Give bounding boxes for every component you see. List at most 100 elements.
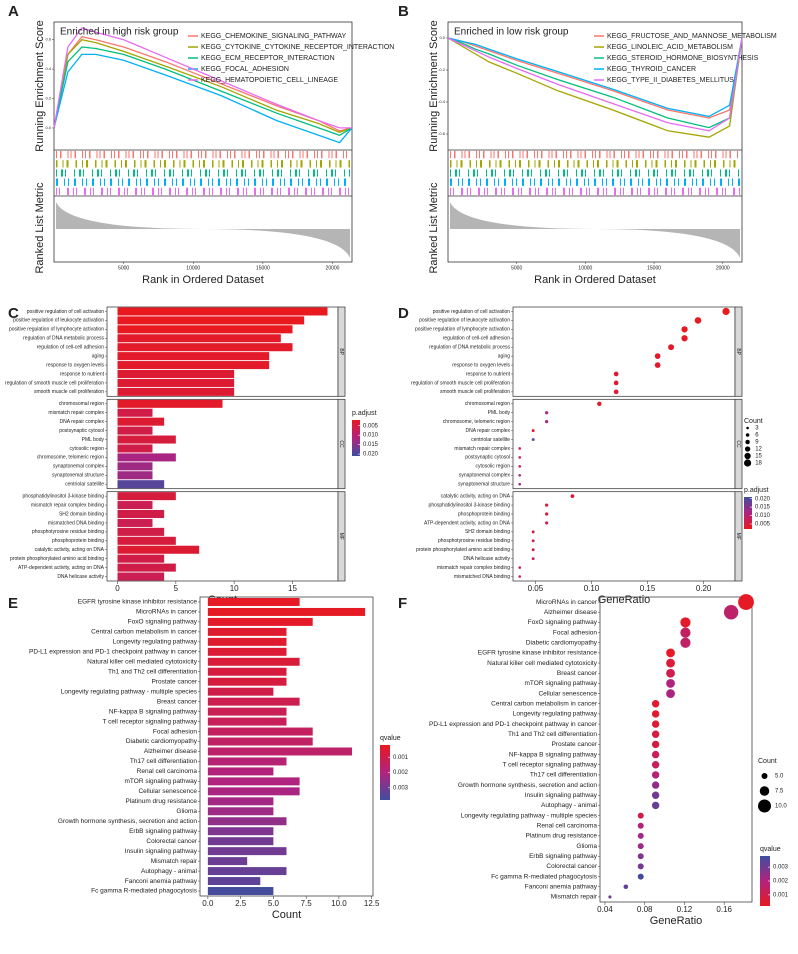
size-legend-label: 9: [755, 440, 759, 446]
size-legend-key: [744, 459, 752, 467]
y-tick-label: EGFR tyrosine kinase inhibitor resistanc…: [78, 599, 198, 606]
dot: [668, 344, 675, 351]
y-tick-label: Autophagy - animal: [541, 802, 598, 809]
y-tick-label: regulation of smooth muscle cell prolife…: [5, 380, 104, 386]
y-tick-label: ATP-dependent activity, acting on DNA: [18, 565, 105, 571]
y-tick-label: phosphotyrosine residue binding: [32, 529, 104, 535]
bar: [207, 797, 274, 806]
x-axis-title: Rank in Ordered Dataset: [142, 274, 264, 286]
dot: [518, 447, 522, 450]
bar: [117, 444, 153, 453]
x-axis-title: GeneRatio: [598, 594, 651, 606]
color-bar-label: 0.015: [755, 505, 771, 511]
bar: [207, 757, 287, 766]
bar: [207, 747, 353, 756]
dot: [531, 438, 535, 441]
color-bar: [380, 745, 390, 800]
y-tick-label: DNA repair complex: [466, 428, 511, 434]
dot: [597, 401, 602, 407]
bar: [207, 877, 261, 886]
size-legend-key: [761, 773, 768, 779]
bar: [117, 334, 281, 343]
x-tick-label: 2.5: [235, 899, 247, 908]
dot: [666, 668, 675, 678]
dot: [651, 720, 660, 728]
y-tick-label: NF-kappa B signaling pathway: [109, 708, 198, 715]
y-tick-label: Diabetic cardiomyopathy: [526, 639, 598, 646]
y-tick-label: Alzheimer disease: [144, 748, 197, 755]
dot: [651, 750, 660, 759]
legend-label: KEGG_CYTOKINE_CYTOKINE_RECEPTOR_INTERACT…: [201, 44, 394, 51]
bar: [207, 867, 287, 876]
y-tick-label: chromosome, telomeric region: [37, 455, 104, 461]
bar: [207, 767, 274, 776]
y-tick-label: Mismatch repair: [151, 858, 198, 865]
bar: [207, 647, 287, 656]
y-tick-label: chromosome, telomeric region: [443, 419, 510, 425]
y-tick-label: NF-kappa B signaling pathway: [509, 751, 598, 758]
dot: [518, 566, 522, 569]
y-tick-label: mismatched DNA binding: [454, 574, 510, 580]
bar: [207, 617, 313, 626]
y-tick-label: Growth hormone synthesis, secretion and …: [458, 782, 597, 789]
x-tick-label: 0.05: [528, 584, 544, 593]
dot: [723, 605, 739, 620]
facet-strip: [734, 398, 743, 490]
y-tick-label: centriolar satellite: [65, 482, 104, 488]
x-tick-label: 5000: [118, 265, 129, 271]
dot: [680, 617, 691, 628]
y-tick-label: Longevity regulating pathway - multiple …: [461, 812, 598, 819]
ranked-metric-area: [450, 202, 740, 258]
y-tick-label: Cellular senescence: [138, 788, 197, 795]
y-tick-label: -0.6: [438, 131, 446, 136]
color-bar-label: 0.015: [363, 442, 379, 448]
y-tick-label: smooth muscle cell proliferation: [440, 389, 510, 395]
y-tick-label: Prostate cancer: [551, 741, 597, 748]
y-tick-label: catalytic activity, acting on DNA: [35, 547, 105, 553]
x-tick-label: 12.5: [364, 899, 380, 908]
y-tick-label: ErbB signaling pathway: [529, 853, 598, 860]
y-tick-label: phosphotyrosine residue binding: [438, 538, 510, 544]
y-tick-label: regulation of cell-cell adhesion: [443, 336, 510, 342]
y-tick-label: Th17 cell differentiation: [130, 758, 197, 765]
x-tick-label: 10000: [186, 265, 200, 271]
y-tick-label: mTOR signaling pathway: [525, 680, 598, 687]
dot: [738, 594, 754, 610]
size-legend-label: 7.5: [775, 789, 784, 795]
bar: [207, 667, 287, 676]
x-tick-label: 0: [115, 584, 120, 593]
y-tick-label: FoxO signaling pathway: [128, 619, 198, 626]
y-tick-label: Th1 and Th2 cell differentiation: [508, 731, 597, 738]
x-tick-label: 5000: [511, 265, 522, 271]
bar: [207, 777, 300, 786]
dot: [518, 482, 522, 486]
x-tick-label: 5: [174, 584, 179, 593]
x-tick-label: 0.08: [637, 905, 653, 914]
dot: [545, 411, 549, 415]
dot: [518, 465, 522, 468]
plot-panel: [599, 596, 753, 903]
bar: [117, 307, 328, 316]
panel-label: F: [398, 595, 407, 612]
size-legend-key: [746, 426, 749, 430]
y-tick-label: phosphoprotein binding: [458, 511, 510, 517]
y-tick-label: phosphatidylinositol 3-kinase binding: [429, 502, 511, 508]
y-tick-label: catalytic activity, acting on DNA: [441, 493, 511, 499]
facet-strip-label: CC: [338, 440, 344, 448]
y-tick-label: PD-L1 expression and PD-1 checkpoint pat…: [29, 649, 198, 656]
bar: [117, 316, 305, 325]
y-tick-label: EGFR tyrosine kinase inhibitor resistanc…: [478, 650, 598, 657]
bar: [207, 787, 300, 796]
y-tick-label: PML body: [488, 410, 511, 416]
legend-label: KEGG_THYROID_CANCER: [607, 66, 696, 73]
dot: [666, 648, 675, 658]
bar: [117, 325, 293, 334]
y-tick-label: PD-L1 expression and PD-1 checkpoint pat…: [429, 721, 598, 728]
y-tick-label: Growth hormone synthesis, secretion and …: [58, 818, 197, 825]
y-tick-label: 0.2: [45, 96, 51, 101]
bar: [117, 471, 153, 480]
y-tick-label: 0.4: [45, 66, 51, 71]
y-tick-label: mismatch repair complex: [454, 446, 510, 452]
bar: [207, 817, 287, 826]
